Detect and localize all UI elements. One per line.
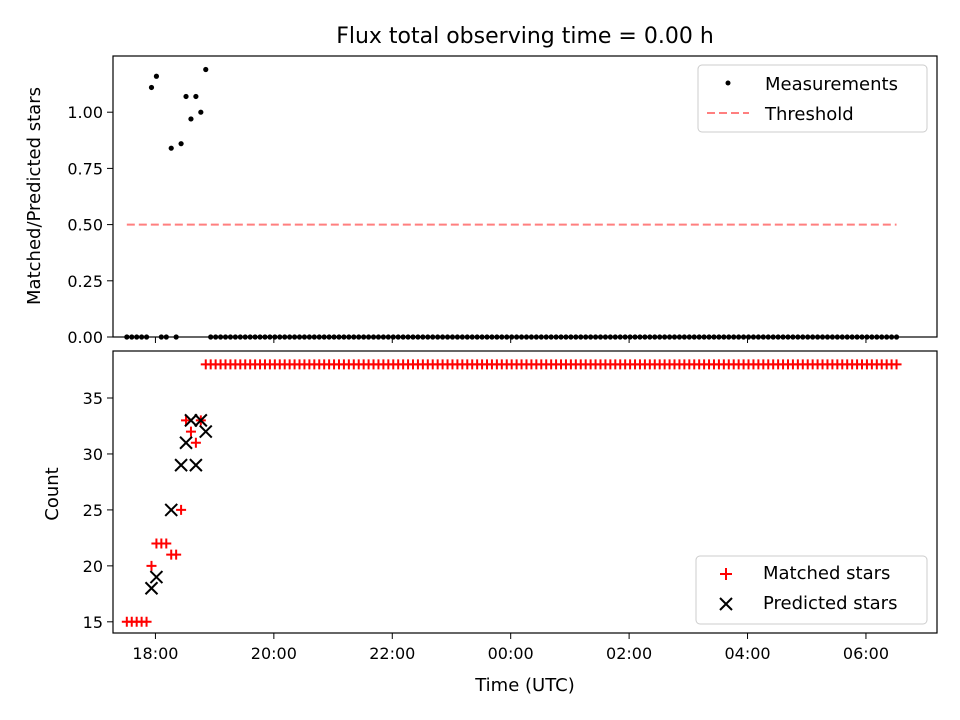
- bottom-y-tick-label: 15: [83, 613, 103, 632]
- top-y-tick-label: 0.25: [67, 272, 103, 291]
- predicted-star-point: [179, 436, 193, 450]
- predicted-star-point: [189, 458, 203, 472]
- measurement-point: [183, 93, 189, 100]
- legend-predicted-marker: [719, 597, 733, 611]
- matched-star-point: [141, 616, 152, 627]
- measurement-point: [198, 109, 204, 115]
- top-legend: Measurements Threshold: [697, 64, 928, 133]
- matched-star-point: [176, 504, 187, 515]
- bottom-y-tick-label: 25: [83, 501, 103, 520]
- predicted-star-point: [144, 581, 159, 595]
- legend-matched-marker: [720, 568, 732, 580]
- x-tick-label: 02:00: [606, 644, 652, 663]
- x-tick-label: 00:00: [488, 644, 534, 663]
- legend-threshold-label: Threshold: [764, 104, 854, 125]
- x-tick-label: 20:00: [251, 644, 297, 663]
- top-y-axis-label: Matched/Predicted stars: [24, 87, 45, 305]
- measurement-point: [188, 116, 194, 122]
- predicted-star-point: [194, 413, 208, 428]
- bottom-y-axis-label: Count: [42, 467, 63, 520]
- predicted-star-point: [164, 503, 178, 517]
- x-tick-label: 04:00: [724, 644, 770, 663]
- predicted-star-point: [199, 424, 213, 439]
- top-y-tick-label: 0.00: [67, 328, 103, 347]
- x-axis-label: Time (UTC): [474, 675, 575, 696]
- bottom-chart-axes: 15 20 25 30 35 18:00 20:00 22:00 00:00 02:00 04:00…: [83, 389, 889, 663]
- bottom-legend-box: [695, 555, 928, 625]
- bottom-chart-marks: [121, 359, 902, 627]
- measurement-point: [148, 84, 155, 91]
- bottom-y-tick-label: 20: [83, 557, 103, 576]
- top-chart-axes: 0.00 0.25 0.50 0.75 1.00: [67, 103, 867, 347]
- x-tick-label: 18:00: [132, 644, 178, 663]
- top-y-tick-label: 0.50: [67, 216, 103, 235]
- predicted-star-point: [149, 570, 164, 584]
- bottom-y-tick-label: 30: [83, 445, 103, 464]
- top-y-tick-label: 1.00: [67, 103, 103, 122]
- top-plot-frame: [112, 55, 938, 338]
- matched-star-point: [161, 538, 172, 549]
- measurement-point: [178, 141, 184, 147]
- matched-star-point: [185, 426, 196, 437]
- measurement-point: [153, 73, 160, 79]
- legend-matched-label: Matched stars: [763, 563, 890, 584]
- measurement-point: [203, 66, 209, 73]
- bottom-y-tick-label: 35: [83, 389, 103, 408]
- measurement-point: [193, 93, 199, 100]
- matched-star-point: [181, 415, 192, 426]
- legend-predicted-label: Predicted stars: [763, 593, 897, 614]
- measurement-point: [168, 145, 174, 151]
- top-chart-title: Flux total observing time = 0.00 h: [336, 24, 714, 49]
- legend-measurements-marker: [725, 80, 731, 86]
- bottom-plot-frame: [112, 350, 938, 634]
- bottom-legend: Matched stars Predicted stars: [695, 555, 928, 625]
- matched-star-point: [171, 549, 182, 560]
- matched-star-point: [190, 437, 201, 448]
- legend-measurements-label: Measurements: [765, 74, 898, 95]
- top-legend-box: [697, 64, 928, 133]
- top-y-tick-label: 0.75: [67, 159, 103, 178]
- matched-star-point: [891, 359, 902, 370]
- predicted-star-point: [184, 413, 198, 428]
- x-tick-label: 22:00: [369, 644, 415, 663]
- x-tick-label: 06:00: [843, 644, 889, 663]
- predicted-star-point: [174, 458, 188, 472]
- matched-star-point: [146, 560, 157, 571]
